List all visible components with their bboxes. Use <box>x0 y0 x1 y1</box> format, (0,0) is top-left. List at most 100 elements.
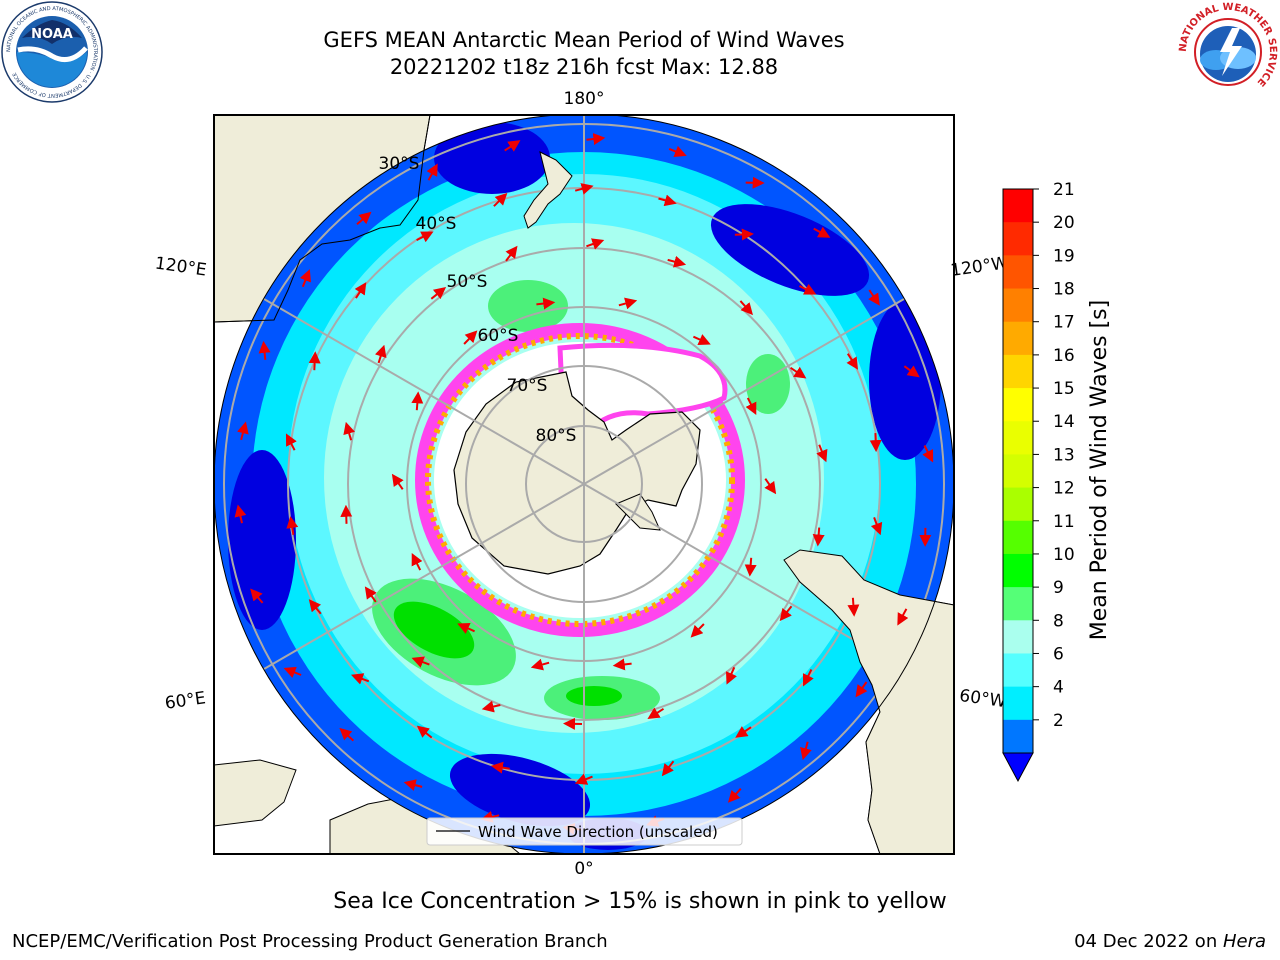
lat-label-30s: 30°S <box>379 154 420 174</box>
wave-direction-arrow <box>411 553 423 571</box>
colorbar-tick-label: 6 <box>1053 644 1064 664</box>
colorbar-swatch <box>1003 222 1033 256</box>
wave-direction-arrow <box>586 133 606 146</box>
lon-label-180: 180° <box>564 89 605 109</box>
wave-direction-arrow <box>725 666 737 685</box>
colorbar-tick-label: 12 <box>1053 479 1075 499</box>
colorbar-label: Mean Period of Wind Waves [s] <box>1087 300 1112 640</box>
wave-direction-arrow <box>286 516 299 535</box>
wave-direction-arrow <box>869 433 882 453</box>
wave-direction-arrow <box>339 727 355 742</box>
colorbar-tick-label: 15 <box>1053 379 1075 399</box>
colorbar-swatch <box>1003 686 1033 721</box>
colorbar-tick-label: 18 <box>1053 280 1075 300</box>
chart-subtitle: 20221202 t18z 216h fcst Max: 12.88 <box>389 55 779 79</box>
ocean-under-2s <box>228 122 941 850</box>
wave-direction-arrow <box>816 444 828 463</box>
colorbar-tick-label: 13 <box>1053 445 1075 465</box>
chart-title: GEFS MEAN Antarctic Mean Period of Wind … <box>323 28 845 52</box>
noaa-logo-text: NOAA <box>31 27 73 42</box>
wave-direction-arrow <box>391 473 404 490</box>
wave-direction-arrow <box>416 725 433 739</box>
colorbar-swatch <box>1003 421 1033 455</box>
colorbar-tick-label: 2 <box>1053 711 1064 731</box>
wave-direction-arrow <box>403 779 423 791</box>
wave-direction-arrow <box>411 656 430 668</box>
wave-direction-arrow <box>308 599 322 615</box>
wave-direction-arrow <box>668 145 687 158</box>
wave-direction-arrow <box>505 245 518 262</box>
wave-direction-arrow <box>727 788 742 803</box>
wave-direction-arrow <box>426 163 438 181</box>
colorbar-swatch <box>1003 255 1033 290</box>
colorbar-underflow <box>1002 752 1034 783</box>
wave-direction-arrow <box>690 623 705 638</box>
wave-direction-arrow <box>802 669 814 687</box>
colorbar-tick-label: 16 <box>1053 346 1075 366</box>
wave-direction-arrow <box>411 391 424 411</box>
wave-direction-arrow <box>734 228 754 241</box>
lat-label-40s: 40°S <box>416 214 457 234</box>
wave-direction-arrow <box>536 297 556 310</box>
wave-direction-arrow <box>661 760 675 777</box>
colorbar-tick-label: 4 <box>1053 678 1064 698</box>
wave-direction-arrow <box>356 211 372 225</box>
map-frame <box>213 114 955 855</box>
colorbar-swatch <box>1003 454 1033 489</box>
nws-logo: NATIONAL WEATHER SERVICE <box>1178 2 1278 102</box>
wave-direction-arrow <box>667 255 687 268</box>
lat-label-60s: 60°S <box>478 326 519 346</box>
colorbar-swatch <box>1003 288 1033 323</box>
wave-direction-arrow <box>457 622 476 634</box>
wave-direction-arrow <box>847 597 860 617</box>
wave-direction-arrow <box>343 421 355 441</box>
wave-direction-arrow <box>234 504 247 524</box>
colorbar-tick-label: 17 <box>1053 313 1075 333</box>
footer-date: 04 Dec 2022 on Hera <box>1074 931 1266 952</box>
wave-direction-arrow <box>735 726 752 738</box>
colorbar-swatch <box>1003 354 1033 389</box>
wave-direction-arrow <box>745 397 757 415</box>
colorbar-swatch <box>1003 487 1033 522</box>
wave-direction-arrow <box>283 666 302 678</box>
lon-label-120e: 120°E <box>154 254 208 281</box>
colorbar-tick-label: 10 <box>1053 545 1075 565</box>
lon-label-0: 0° <box>574 859 593 879</box>
wave-direction-arrow <box>504 140 521 152</box>
wave-direction-arrow <box>692 334 711 346</box>
lat-label-70s: 70°S <box>507 376 548 396</box>
wave-direction-arrow <box>586 238 605 250</box>
wave-direction-arrow <box>299 269 311 288</box>
lon-label-60e: 60°E <box>164 688 207 713</box>
colorbar-swatch <box>1003 719 1033 754</box>
wave-direction-arrow <box>258 340 271 360</box>
lon-label-120w: 120°W <box>949 253 1009 281</box>
wave-direction-arrow <box>812 527 825 547</box>
wave-direction-arrow <box>354 282 367 299</box>
wave-direction-arrow <box>855 681 868 698</box>
wave-direction-arrow <box>285 433 297 451</box>
sea-ice-caption: Sea Ice Concentration > 15% is shown in … <box>333 889 947 914</box>
colorbar-swatch <box>1003 189 1033 223</box>
wave-direction-arrow <box>374 344 387 364</box>
colorbar-swatch <box>1003 587 1033 621</box>
wave-direction-arrow <box>658 194 677 207</box>
wave-direction-arrow <box>574 183 594 195</box>
wave-direction-arrow <box>250 588 264 604</box>
colorbar-tick-label: 9 <box>1053 578 1064 598</box>
colorbar-tick-label: 20 <box>1053 213 1075 233</box>
colorbar: 21 20 19 18 17 16 15 14 13 12 11 10 9 8 6 4 2 Mean Perio… <box>1002 180 1112 783</box>
wave-direction-arrow <box>237 421 249 441</box>
coastlines <box>214 115 954 854</box>
wave-direction-arrow <box>493 192 508 207</box>
wave-direction-arrow <box>350 673 370 685</box>
wave-direction-arrow <box>764 478 777 495</box>
colorbar-tick-label: 11 <box>1053 512 1075 532</box>
wave-direction-arrow <box>799 283 817 295</box>
wave-direction-arrow <box>416 231 434 243</box>
footer-machine: Hera <box>1222 931 1266 952</box>
map-legend: Wind Wave Direction (unscaled) <box>426 817 743 846</box>
wave-direction-arrow <box>481 700 501 713</box>
wave-direction-arrow <box>897 608 909 626</box>
